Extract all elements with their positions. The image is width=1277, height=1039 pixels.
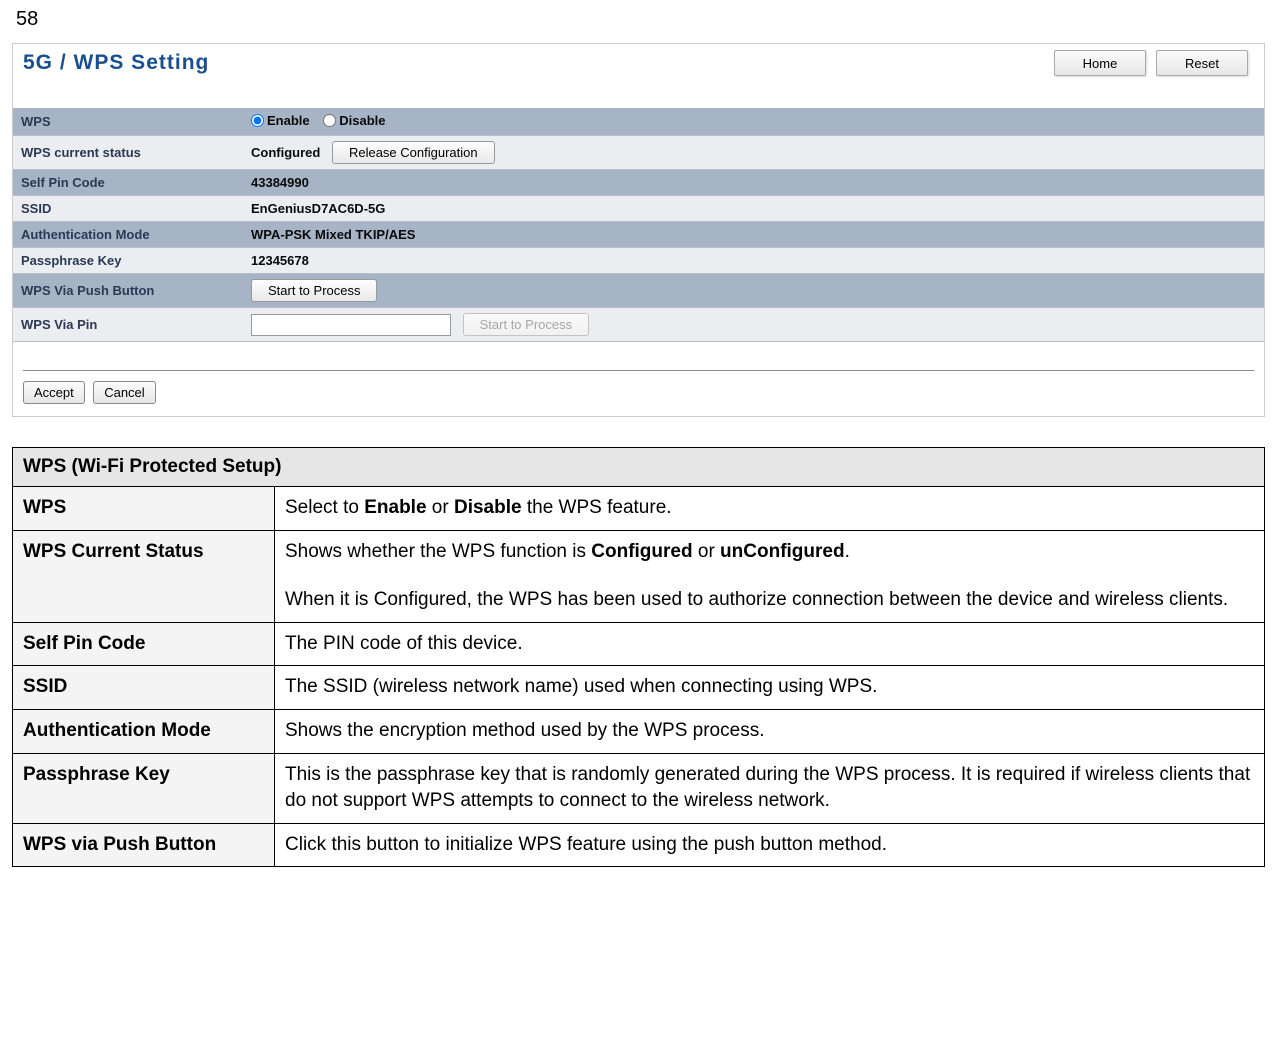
wps-value: Enable Disable: [243, 108, 1264, 136]
cancel-button[interactable]: Cancel: [93, 381, 155, 404]
passphrase-label: Passphrase Key: [13, 248, 243, 274]
doc-bold: unConfigured: [720, 541, 845, 562]
pin-input[interactable]: [251, 314, 451, 336]
doc-text: Shows whether the WPS function is: [285, 541, 591, 562]
doc-passphrase-key: Passphrase Key: [13, 753, 275, 823]
start-process-pin-button: Start to Process: [463, 313, 589, 336]
doc-passphrase-val: This is the passphrase key that is rando…: [275, 753, 1265, 823]
selfpin-value: 43384990: [243, 170, 1264, 196]
doc-ssid-key: SSID: [13, 666, 275, 710]
row-auth: Authentication Mode WPA-PSK Mixed TKIP/A…: [13, 222, 1264, 248]
home-button[interactable]: Home: [1054, 50, 1146, 76]
wps-enable-radio[interactable]: [251, 114, 264, 127]
doc-bold: Disable: [454, 497, 522, 518]
wps-enable-option[interactable]: Enable: [251, 113, 310, 128]
doc-selfpin-key: Self Pin Code: [13, 622, 275, 666]
row-selfpin: Self Pin Code 43384990: [13, 170, 1264, 196]
documentation-table: WPS (Wi-Fi Protected Setup) WPS Select t…: [12, 447, 1265, 867]
doc-status-key: WPS Current Status: [13, 530, 275, 622]
doc-row-wps: WPS Select to Enable or Disable the WPS …: [13, 487, 1265, 531]
pushbutton-label: WPS Via Push Button: [13, 274, 243, 308]
doc-row-status: WPS Current Status Shows whether the WPS…: [13, 530, 1265, 622]
doc-text: Select to: [285, 497, 364, 518]
doc-text: When it is Configured, the WPS has been …: [285, 589, 1228, 610]
panel-header: 5G / WPS Setting Home Reset: [13, 44, 1264, 86]
wps-label: WPS: [13, 108, 243, 136]
settings-table: WPS Enable Disable WPS current status Co…: [13, 108, 1264, 342]
wps-disable-label: Disable: [339, 113, 385, 128]
row-pushbutton: WPS Via Push Button Start to Process: [13, 274, 1264, 308]
doc-text: or: [693, 541, 720, 562]
doc-text: or: [427, 497, 454, 518]
auth-label: Authentication Mode: [13, 222, 243, 248]
doc-ssid-val: The SSID (wireless network name) used wh…: [275, 666, 1265, 710]
row-passphrase: Passphrase Key 12345678: [13, 248, 1264, 274]
status-value-cell: Configured Release Configuration: [243, 136, 1264, 170]
row-ssid: SSID EnGeniusD7AC6D-5G: [13, 196, 1264, 222]
doc-row-auth: Authentication Mode Shows the encryption…: [13, 709, 1265, 753]
reset-button[interactable]: Reset: [1156, 50, 1248, 76]
doc-bold: Enable: [364, 497, 426, 518]
pin-label: WPS Via Pin: [13, 308, 243, 342]
doc-wps-key: WPS: [13, 487, 275, 531]
footer-buttons: Accept Cancel: [23, 381, 1264, 404]
start-process-push-button[interactable]: Start to Process: [251, 279, 377, 302]
status-label: WPS current status: [13, 136, 243, 170]
doc-row-ssid: SSID The SSID (wireless network name) us…: [13, 666, 1265, 710]
status-value: Configured: [251, 145, 320, 160]
doc-section-title: WPS (Wi-Fi Protected Setup): [13, 448, 1265, 487]
auth-value: WPA-PSK Mixed TKIP/AES: [243, 222, 1264, 248]
doc-text: the WPS feature.: [522, 497, 672, 518]
ssid-value: EnGeniusD7AC6D-5G: [243, 196, 1264, 222]
ssid-label: SSID: [13, 196, 243, 222]
doc-auth-key: Authentication Mode: [13, 709, 275, 753]
doc-row-passphrase: Passphrase Key This is the passphrase ke…: [13, 753, 1265, 823]
row-pin: WPS Via Pin Start to Process: [13, 308, 1264, 342]
wps-disable-option[interactable]: Disable: [323, 113, 385, 128]
doc-row-pushbutton: WPS via Push Button Click this button to…: [13, 823, 1265, 867]
pushbutton-cell: Start to Process: [243, 274, 1264, 308]
accept-button[interactable]: Accept: [23, 381, 85, 404]
panel-title: 5G / WPS Setting: [23, 51, 209, 75]
page-number: 58: [16, 8, 1265, 31]
wps-enable-label: Enable: [267, 113, 310, 128]
header-buttons: Home Reset: [1054, 50, 1248, 76]
doc-wps-val: Select to Enable or Disable the WPS feat…: [275, 487, 1265, 531]
pin-cell: Start to Process: [243, 308, 1264, 342]
row-status: WPS current status Configured Release Co…: [13, 136, 1264, 170]
passphrase-value: 12345678: [243, 248, 1264, 274]
doc-section-row: WPS (Wi-Fi Protected Setup): [13, 448, 1265, 487]
doc-status-val: Shows whether the WPS function is Config…: [275, 530, 1265, 622]
doc-pushbutton-key: WPS via Push Button: [13, 823, 275, 867]
doc-auth-val: Shows the encryption method used by the …: [275, 709, 1265, 753]
doc-bold: Configured: [591, 541, 692, 562]
doc-row-selfpin: Self Pin Code The PIN code of this devic…: [13, 622, 1265, 666]
wps-setting-panel: 5G / WPS Setting Home Reset WPS Enable D…: [12, 43, 1265, 417]
selfpin-label: Self Pin Code: [13, 170, 243, 196]
doc-text: .: [845, 541, 850, 562]
doc-pushbutton-val: Click this button to initialize WPS feat…: [275, 823, 1265, 867]
release-configuration-button[interactable]: Release Configuration: [332, 141, 495, 164]
doc-selfpin-val: The PIN code of this device.: [275, 622, 1265, 666]
row-wps: WPS Enable Disable: [13, 108, 1264, 136]
wps-disable-radio[interactable]: [323, 114, 336, 127]
doc-gap: [285, 565, 1254, 587]
divider: [23, 370, 1254, 371]
